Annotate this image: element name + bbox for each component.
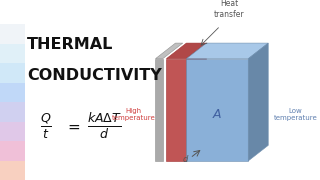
Bar	[0, 141, 26, 161]
Bar	[0, 63, 26, 82]
Text: $=$: $=$	[65, 119, 81, 134]
Text: CONDUCTIVITY: CONDUCTIVITY	[27, 68, 162, 83]
Bar	[0, 24, 26, 44]
Text: Low
temperature: Low temperature	[274, 108, 317, 122]
Polygon shape	[156, 43, 183, 59]
Text: $\frac{kA\Delta T}{d}$: $\frac{kA\Delta T}{d}$	[87, 111, 122, 141]
Polygon shape	[156, 59, 163, 161]
Text: d: d	[183, 155, 188, 164]
Text: $\frac{Q}{t}$: $\frac{Q}{t}$	[39, 112, 52, 141]
Polygon shape	[187, 43, 268, 59]
Polygon shape	[187, 59, 248, 161]
Text: A: A	[213, 108, 221, 122]
Bar	[0, 102, 26, 122]
Polygon shape	[187, 43, 206, 161]
Polygon shape	[166, 43, 206, 59]
Text: Heat
transfer: Heat transfer	[214, 0, 245, 19]
Text: THERMAL: THERMAL	[27, 37, 114, 52]
Polygon shape	[166, 59, 187, 161]
Polygon shape	[248, 43, 268, 161]
Bar	[0, 122, 26, 141]
Bar	[0, 82, 26, 102]
Bar	[0, 44, 26, 63]
Bar	[0, 161, 26, 180]
Text: High
temperature: High temperature	[112, 108, 156, 122]
